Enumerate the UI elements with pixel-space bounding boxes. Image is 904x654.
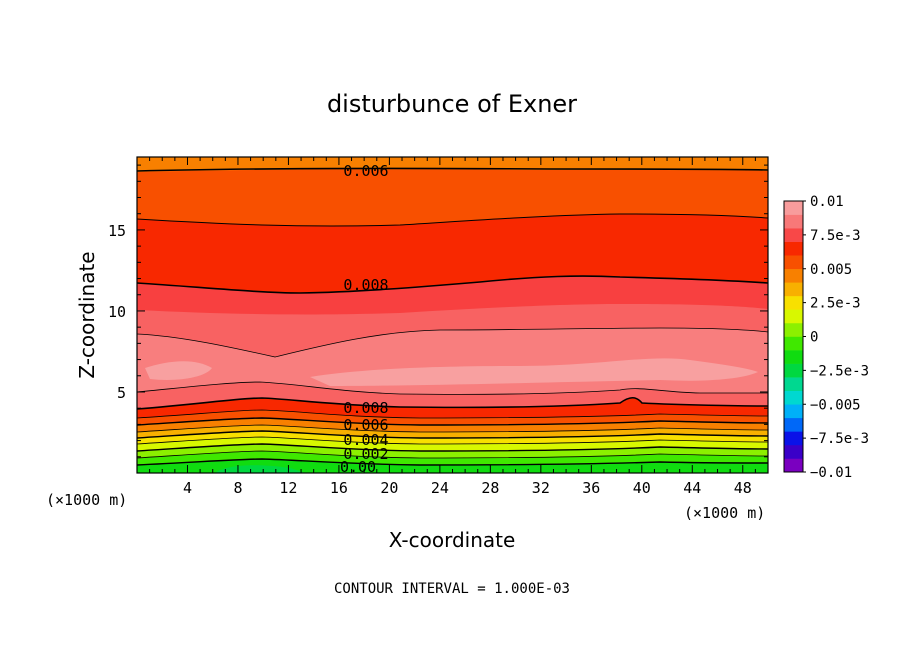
contour-line <box>137 381 768 395</box>
x-tick-label: 44 <box>683 479 701 497</box>
colorbar-segment <box>784 241 803 256</box>
x-tick-label: 28 <box>481 479 499 497</box>
colorbar-segment <box>784 363 803 378</box>
contour-line <box>137 396 768 410</box>
colorbar-segment <box>784 201 803 215</box>
colorbar-segment <box>784 336 803 351</box>
contour-label-text: 0.006 <box>343 416 388 434</box>
contour-label-text: 0.004 <box>343 431 388 449</box>
contour-line <box>137 327 768 358</box>
colorbar-segment <box>784 282 803 297</box>
band-0.0095-b <box>310 358 758 386</box>
x-tick-label: 32 <box>532 479 550 497</box>
contour-label: 0.002 <box>343 445 388 463</box>
contour-label-text: 0.008 <box>343 399 388 417</box>
colorbar-label: −0.005 <box>810 397 861 413</box>
z-unit-label: (×1000 m) <box>46 491 127 509</box>
contour-interval-note: CONTOUR INTERVAL = 1.000E-03 <box>334 581 570 597</box>
colorbar-label: 7.5e-3 <box>810 228 861 244</box>
contour-line <box>137 167 768 172</box>
colorbar-segment <box>784 431 803 446</box>
chart-title: disturbunce of Exner <box>327 90 577 118</box>
x-tick-label: 16 <box>330 479 348 497</box>
x-tick-label: 40 <box>633 479 651 497</box>
colorbar-segment <box>784 255 803 270</box>
contour-label: 0.008 <box>343 276 388 294</box>
contour-line <box>137 458 768 466</box>
x-tick-label: 4 <box>183 479 192 497</box>
contour-label-text: 0.008 <box>343 276 388 294</box>
band-0.0095-a <box>145 361 212 380</box>
colorbar-label: 0.005 <box>810 262 852 278</box>
contour-label-text: 0.006 <box>343 162 388 180</box>
x-unit-label: (×1000 m) <box>684 504 765 522</box>
colorbar-segment <box>784 295 803 310</box>
contour-label: 0.00 <box>340 458 376 476</box>
contour-line <box>137 409 768 419</box>
colorbar-segment <box>784 390 803 405</box>
colorbar-segment <box>784 444 803 459</box>
contour-line <box>137 275 768 294</box>
colorbar <box>783 200 806 473</box>
colorbar-label: 0.01 <box>810 194 844 210</box>
x-tick-label: 48 <box>734 479 752 497</box>
colorbar-label: −2.5e-3 <box>810 363 869 379</box>
colorbar-segment <box>784 322 803 337</box>
contour-line <box>137 436 768 445</box>
axis-ticks <box>137 157 768 473</box>
colorbar-label: 0 <box>810 330 818 346</box>
colorbar-labels: 0.01 7.5e-3 0.005 2.5e-3 0 −2.5e-3 −0.005 −7.5e… <box>810 194 869 481</box>
colorbar-segment <box>784 417 803 432</box>
contour-label: 0.008 <box>343 399 388 417</box>
colorbar-segment <box>784 404 803 419</box>
colorbar-segment <box>784 214 803 229</box>
x-tick-labels: 4 8 12 16 20 24 28 32 36 40 44 48 <box>183 479 752 497</box>
contour-label-text: 0.002 <box>343 445 388 463</box>
colorbar-segment <box>784 268 803 283</box>
contour-line <box>137 443 768 452</box>
colorbar-segment <box>784 309 803 324</box>
contour-label: 0.006 <box>343 162 388 180</box>
contour-line <box>137 450 768 459</box>
y-axis-label: Z-coordinate <box>75 251 99 378</box>
contour-label: 0.004 <box>343 431 388 449</box>
colorbar-label: −7.5e-3 <box>810 431 869 447</box>
colorbar-segment <box>784 228 803 242</box>
contour-line <box>137 213 768 227</box>
x-tick-label: 8 <box>233 479 242 497</box>
y-tick-label: 15 <box>108 222 126 240</box>
colorbar-segment <box>784 458 803 473</box>
contour-line <box>137 424 768 433</box>
x-tick-label: 12 <box>279 479 297 497</box>
y-tick-labels: 5 10 15 <box>108 222 126 402</box>
x-tick-label: 36 <box>582 479 600 497</box>
colorbar-segment <box>784 377 803 391</box>
colorbar-segment <box>784 350 803 364</box>
contour-line <box>137 430 768 439</box>
x-tick-label: 20 <box>380 479 398 497</box>
contour-label-text: 0.00 <box>340 458 376 476</box>
x-axis-label: X-coordinate <box>389 528 516 552</box>
colorbar-label: −0.01 <box>810 465 852 481</box>
contour-line <box>137 417 768 426</box>
contour-label: 0.006 <box>343 416 388 434</box>
x-tick-label: 24 <box>431 479 449 497</box>
colorbar-label: 2.5e-3 <box>810 296 861 312</box>
y-tick-label: 5 <box>117 384 126 402</box>
y-tick-label: 10 <box>108 303 126 321</box>
